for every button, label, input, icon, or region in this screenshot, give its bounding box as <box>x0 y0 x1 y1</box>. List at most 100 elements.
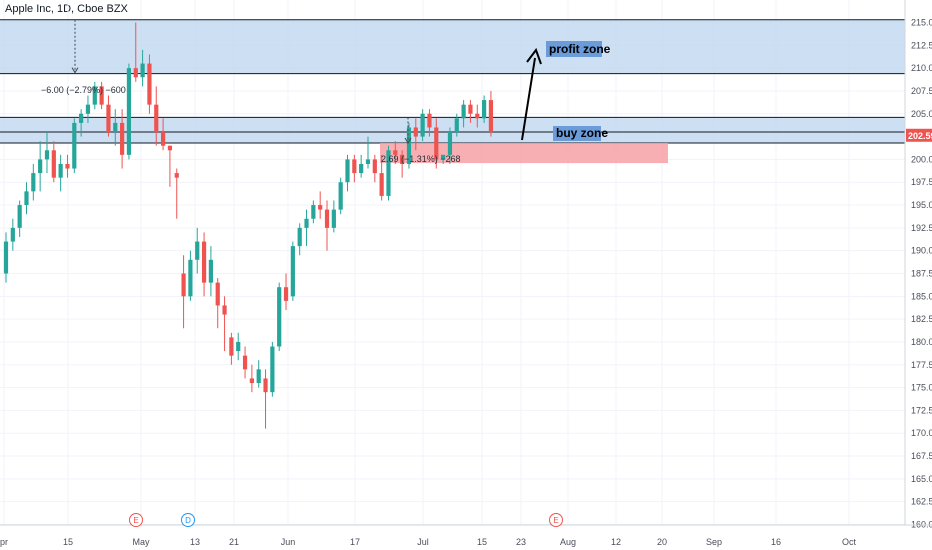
last-price-label: 202.59 <box>908 131 932 141</box>
candle-body <box>324 209 330 228</box>
candle-body <box>17 205 22 228</box>
candle-body <box>113 122 118 133</box>
candle-body <box>10 227 15 242</box>
measure-tools: −6.00 (−2.79%) −600 2.69 (−1.31%) −268 <box>41 19 461 164</box>
candle-body <box>386 150 391 196</box>
time-tick-label: 20 <box>657 537 667 547</box>
candle-body <box>140 63 145 78</box>
candle-body <box>393 150 398 155</box>
candle-body <box>126 68 132 155</box>
arrow-shaft <box>521 57 536 141</box>
buy-zone-label-bg <box>553 126 601 141</box>
candle-body <box>85 104 91 114</box>
candle-body <box>44 150 50 160</box>
price-tick-label: 185.00 <box>911 291 932 301</box>
candle-body <box>65 163 70 169</box>
time-tick-label: 23 <box>516 537 526 547</box>
candle-body <box>345 159 350 183</box>
candle-body <box>447 132 453 155</box>
zone-labels: profit zone buy zone <box>546 41 611 141</box>
candle-body <box>215 282 220 306</box>
arrow-head <box>526 47 542 65</box>
candle-body <box>72 122 77 169</box>
candle-body <box>290 246 295 297</box>
candle-body <box>359 163 364 174</box>
candle-body <box>482 100 487 119</box>
candle-body <box>99 86 104 105</box>
price-tick-label: 175.00 <box>911 383 932 393</box>
time-axis: pr 15 May 13 21 Jun 17 Jul 15 23 Aug 12 20 Sep 16 Oct <box>0 524 932 547</box>
candle-body <box>147 63 152 105</box>
earnings-event-label: E <box>553 516 558 525</box>
measure-upper-arrowhead <box>71 67 79 74</box>
time-tick-label: 15 <box>63 537 73 547</box>
price-tick-label: 165.00 <box>911 474 932 484</box>
candle-body <box>297 227 302 247</box>
price-tick-label: 162.50 <box>911 497 932 507</box>
dividend-event-icon <box>181 513 195 527</box>
candle-body <box>270 346 275 393</box>
earnings-event-icon <box>129 513 143 527</box>
candle-body <box>413 127 418 137</box>
candle-body <box>24 191 29 206</box>
candle-body <box>379 173 384 196</box>
time-tick-label: 16 <box>771 537 781 547</box>
candle-body <box>106 104 111 133</box>
price-tick-label: 187.50 <box>911 269 932 279</box>
time-tick-label: Oct <box>842 537 857 547</box>
time-tick-label: 12 <box>611 537 621 547</box>
time-tick-label: Sep <box>706 537 722 547</box>
candle-body <box>195 241 200 260</box>
candle-body <box>201 241 207 283</box>
candle-body <box>133 68 138 78</box>
candle-body <box>338 182 343 210</box>
price-axis: 160.00162.50165.00167.50170.00172.50175.… <box>904 0 932 530</box>
candle-body <box>352 159 357 174</box>
dividend-event-label: D <box>185 516 191 525</box>
candle-body <box>406 127 412 164</box>
time-tick-label: 13 <box>190 537 200 547</box>
candle-body <box>208 259 213 283</box>
buy-zone-rect[interactable] <box>0 117 905 143</box>
candle-body <box>277 287 282 347</box>
price-tick-label: 167.50 <box>911 451 932 461</box>
time-tick-label: Jul <box>417 537 429 547</box>
time-tick-label: 15 <box>477 537 487 547</box>
time-tick-label: May <box>132 537 150 547</box>
candle-body <box>120 122 125 155</box>
profit-arrow[interactable] <box>521 47 542 141</box>
candle-body <box>167 145 173 151</box>
symbol-title: Apple Inc, 1D, Cboe BZX <box>5 3 128 15</box>
candle-body <box>311 205 316 219</box>
price-tick-label: 207.50 <box>911 86 932 96</box>
candle-body <box>331 209 336 228</box>
candle-body <box>79 113 84 123</box>
candle-body <box>263 378 268 393</box>
time-tick-label: Jun <box>281 537 296 547</box>
price-tick-label: 200.00 <box>911 154 932 164</box>
price-tick-label: 172.50 <box>911 405 932 415</box>
candle-body <box>461 104 466 119</box>
candle-body <box>256 369 261 384</box>
candle-body <box>229 337 234 356</box>
candle-body <box>222 305 227 315</box>
price-tick-label: 197.50 <box>911 177 932 187</box>
candle-body <box>51 150 56 178</box>
candle-body <box>31 173 36 192</box>
price-tick-label: 212.50 <box>911 40 932 50</box>
time-tick-label: 17 <box>350 537 360 547</box>
price-tick-label: 170.00 <box>911 428 932 438</box>
candle-body <box>154 104 159 133</box>
price-tick-label: 195.00 <box>911 200 932 210</box>
candle-body <box>441 154 446 160</box>
candle-body <box>249 378 254 384</box>
candle-body <box>160 132 166 146</box>
candle-body <box>400 154 405 164</box>
measure-lower-label: 2.69 (−1.31%) −268 <box>381 154 461 164</box>
last-price-tag <box>906 128 932 142</box>
candle-body <box>174 173 179 178</box>
candle-body <box>283 287 289 301</box>
measure-lower-arrowhead <box>404 137 412 144</box>
candle-body <box>365 159 371 164</box>
